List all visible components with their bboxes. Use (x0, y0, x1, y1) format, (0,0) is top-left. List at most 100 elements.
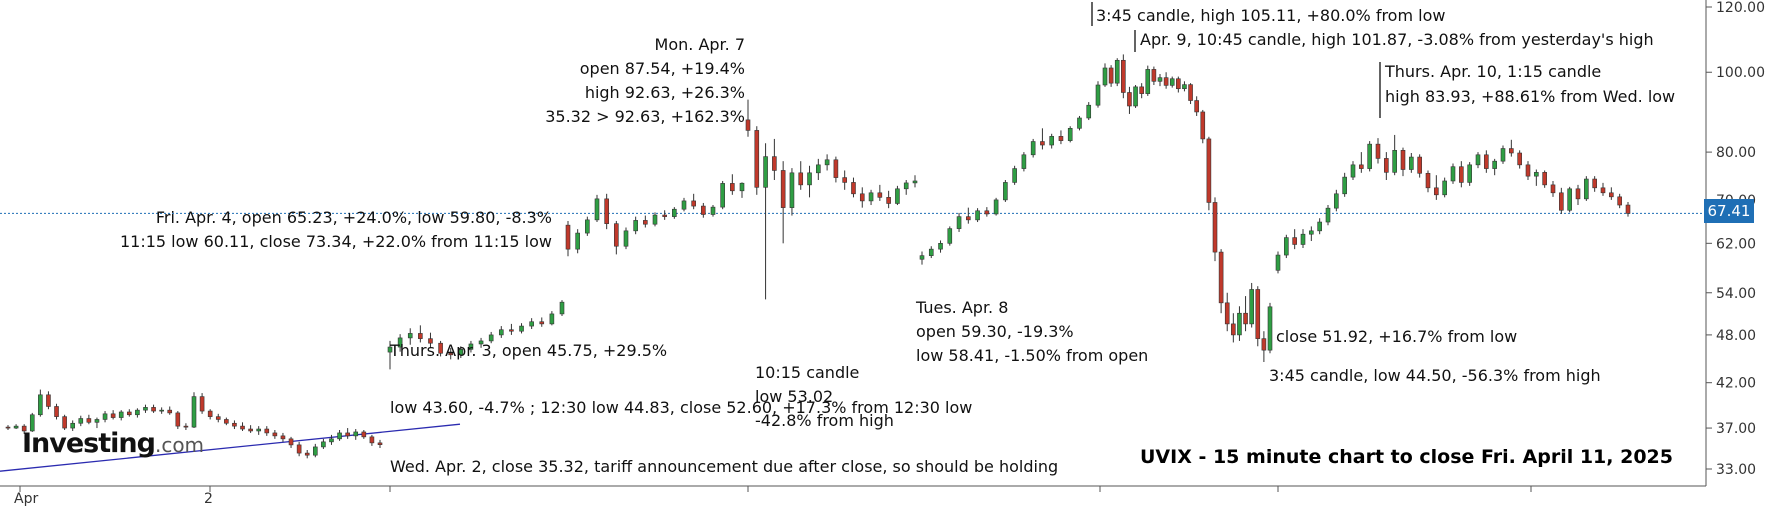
candle-body (1163, 77, 1169, 86)
candle-body (1625, 204, 1631, 214)
annotation-mon-apr7-line2: open 87.54, +19.4% (579, 59, 745, 78)
candle-body (529, 321, 534, 327)
investing-logo: Investing.com (22, 428, 205, 459)
y-tick-label: 33.00 (1716, 462, 1756, 478)
candle-body (824, 159, 830, 166)
candle-body (1484, 154, 1489, 169)
last-price-tag: 67.41 (1704, 199, 1754, 223)
candle-body (1188, 84, 1193, 101)
annotation-1015-line3: -42.8% from high (755, 411, 894, 430)
candle-body (565, 224, 571, 250)
candle-body (1467, 164, 1472, 183)
candle-body (928, 248, 934, 256)
annotation-wed-apr2: Wed. Apr. 2, close 35.32, tariff announc… (390, 457, 1059, 476)
candle-body (780, 170, 786, 208)
candle-body (118, 411, 124, 418)
candle-body (539, 321, 545, 325)
candle-body (730, 183, 735, 192)
annotation-fri-apr4-line2: 11:15 low 60.11, close 73.34, +22.0% fro… (119, 232, 552, 251)
candle-body (1275, 254, 1281, 271)
candle-body (498, 329, 504, 336)
candle-body (1384, 158, 1389, 173)
annotation-thu-apr10-line2: high 83.93, +88.61% from Wed. low (1385, 87, 1676, 106)
candle-body (1194, 100, 1199, 113)
candle-body (912, 180, 918, 184)
candle-body (1231, 323, 1236, 336)
candle-body (1114, 59, 1120, 84)
candle-body (38, 394, 43, 416)
candle-body (1102, 67, 1108, 86)
candle-body (1157, 77, 1163, 82)
candle-body (264, 428, 270, 434)
candle-body (1375, 143, 1381, 159)
candle-body (1342, 176, 1347, 195)
candle-body (1525, 164, 1531, 177)
candle-body (1542, 172, 1547, 186)
candle-body (851, 182, 856, 195)
candle-body (710, 206, 716, 215)
candle-body (256, 428, 261, 432)
candle-body (1030, 141, 1036, 156)
candle-body (1021, 154, 1027, 169)
candle-body (681, 200, 687, 210)
candle-body (1127, 92, 1132, 107)
annotation-345-low: 3:45 candle, low 44.50, -56.3% from high (1269, 366, 1601, 385)
y-tick-label: 80.00 (1716, 145, 1756, 161)
candle-body (78, 418, 84, 424)
y-tick-label: 120.00 (1716, 0, 1765, 16)
annotation-tue-apr8-line1: Tues. Apr. 8 (916, 298, 1009, 317)
y-tick-label: 42.00 (1716, 376, 1756, 392)
candle-body (1249, 289, 1254, 325)
candle-body (1169, 78, 1175, 86)
candle-body (1534, 172, 1539, 177)
candle-body (643, 220, 648, 225)
candle-body (387, 346, 393, 353)
candle-body (1459, 166, 1464, 183)
candle-body (816, 164, 821, 174)
candle-body (975, 210, 980, 221)
candle-body (1261, 338, 1267, 351)
annotation-apr9-1045: Apr. 9, 10:45 candle, high 101.87, -3.08… (1140, 30, 1654, 49)
candle-body (1425, 172, 1431, 189)
x-tick-label: Apr (14, 491, 38, 507)
candle-body (280, 435, 286, 440)
candle-body (1317, 221, 1322, 232)
candle-body (94, 419, 100, 423)
candle-body (345, 432, 350, 437)
candle-body (1086, 104, 1092, 119)
annotation-thu-apr10-line1: Thurs. Apr. 10, 1:15 candle (1385, 62, 1602, 81)
candle-body (175, 412, 181, 427)
candle-body (842, 177, 847, 183)
candle-body (1584, 178, 1589, 200)
candle-body (1237, 312, 1242, 336)
candle-body (1284, 237, 1289, 256)
candle-body (1040, 141, 1045, 146)
candle-body (438, 342, 443, 354)
candle-body (1077, 117, 1082, 129)
candle-body (807, 172, 812, 186)
candle-body (966, 216, 971, 221)
candle-body (1575, 188, 1581, 200)
candle-body (745, 119, 751, 131)
candle-body (296, 444, 302, 454)
candle-body (1145, 69, 1151, 94)
annotation-close-5192: close 51.92, +16.7% from low (1276, 327, 1518, 346)
candle-body (1350, 164, 1356, 178)
candle-body (1409, 156, 1414, 170)
candle-body (46, 394, 51, 407)
candle-body (1121, 59, 1126, 93)
candle-body (1367, 143, 1372, 169)
candle-body (1003, 182, 1008, 201)
candle-body (151, 407, 156, 412)
candle-body (772, 156, 777, 171)
candle-body (240, 425, 245, 430)
candle-body (886, 197, 891, 204)
candle-body (207, 410, 213, 417)
candle-body (1218, 251, 1224, 304)
candle-body (984, 210, 990, 215)
candle-body (5, 426, 11, 429)
candle-body (1182, 84, 1187, 90)
candle-body (1475, 154, 1481, 166)
candle-body (1434, 187, 1439, 196)
candle-body (1067, 128, 1073, 141)
